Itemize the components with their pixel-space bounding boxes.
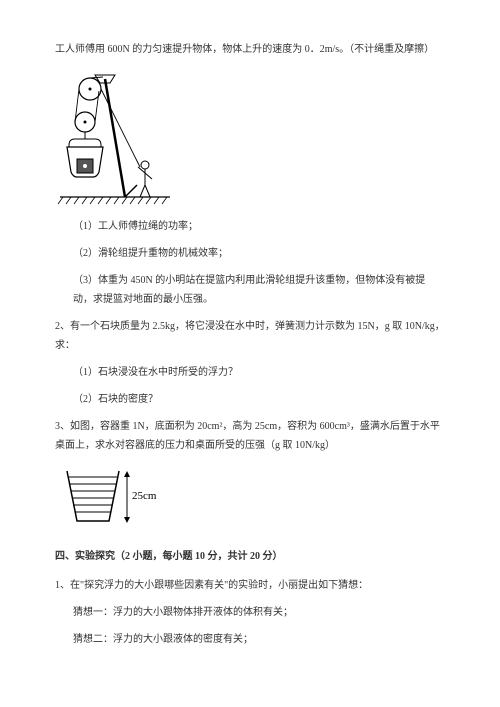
problem-1-intro: 工人师傅用 600N 的力匀速提升物体，物体上升的速度为 0．2m/s。（不计绳… [55, 40, 445, 59]
section-4-heading: 四、实验探究（2 小题，每小题 10 分，共计 20 分） [55, 547, 445, 566]
q2-sub1: （1）石块浸没在水中时所受的浮力？ [55, 363, 445, 382]
q1-sub3: （3）体重为 450N 的小明站在提篮内利用此滑轮组提升该重物，但物体没有被提动… [55, 271, 445, 309]
problem-3-intro: 3、如图，容器重 1N，底面积为 20cm²，高为 25cm，容积为 600cm… [55, 417, 445, 455]
beaker-dim-label: 25cm [132, 490, 157, 502]
figure-pulley [55, 67, 445, 207]
q1-sub1: （1）工人师傅拉绳的功率； [55, 217, 445, 236]
guess-1: 猜想一：浮力的大小跟物体排开液体的体积有关； [55, 603, 445, 622]
q1-sub2: （2）滑轮组提升重物的机械效率； [55, 244, 445, 263]
problem-2-intro: 2、有一个石块质量为 2.5kg，将它浸没在水中时，弹簧测力计示数为 15N，g… [55, 317, 445, 355]
guess-2: 猜想二：浮力的大小跟液体的密度有关； [55, 630, 445, 649]
figure-beaker: 25cm [55, 463, 445, 533]
q2-sub2: （2）石块的密度？ [55, 390, 445, 409]
problem-4-intro: 1、在"探究浮力的大小跟哪些因素有关"的实验时，小丽提出如下猜想： [55, 576, 445, 595]
